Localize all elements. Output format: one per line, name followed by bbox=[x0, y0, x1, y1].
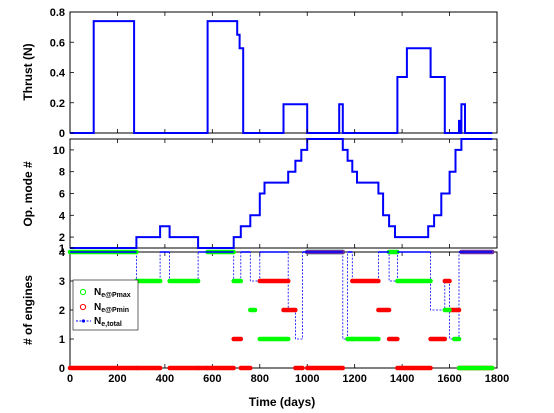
y-tick-label: 2 bbox=[59, 232, 65, 244]
engines-plot: 0 1 2 3 4 0 200 400 600 800 1000 1200 1400 1600 1800 bbox=[59, 247, 509, 385]
y-tick-label: 3 bbox=[59, 276, 65, 288]
y-tick-label: 2 bbox=[59, 305, 65, 317]
y-tick-label: 0.6 bbox=[50, 37, 65, 49]
x-tick-label: 800 bbox=[251, 373, 269, 385]
y-tick-label: 0.2 bbox=[50, 98, 65, 110]
y-tick-label: 10 bbox=[53, 145, 65, 157]
y-tick-label: 4 bbox=[59, 210, 66, 222]
legend-total-marker bbox=[81, 319, 86, 323]
x-tick-label: 1800 bbox=[485, 373, 509, 385]
y-tick-label: 1 bbox=[59, 334, 65, 346]
opmode-ylabel: Op. mode # bbox=[21, 161, 35, 227]
thrust-series-line bbox=[70, 20, 493, 134]
x-tick-label: 200 bbox=[108, 373, 126, 385]
y-tick-label: 4 bbox=[59, 247, 66, 259]
time-xlabel: Time (days) bbox=[249, 395, 315, 409]
engines-ylabel: # of engines bbox=[21, 275, 35, 345]
legend-red-marker bbox=[79, 303, 87, 311]
x-tick-label: 0 bbox=[67, 373, 73, 385]
thrust-plot: 0 0.2 0.4 0.6 0.8 bbox=[50, 7, 498, 140]
legend-green-marker bbox=[79, 288, 87, 296]
legend-entry-total: Ne,total bbox=[94, 316, 122, 328]
x-tick-label: 600 bbox=[203, 373, 221, 385]
x-tick-label: 1000 bbox=[295, 373, 319, 385]
y-tick-label: 0 bbox=[59, 128, 65, 140]
y-tick-label: 0.4 bbox=[50, 68, 66, 80]
x-tick-label: 1600 bbox=[437, 373, 461, 385]
y-tick-label: 0.8 bbox=[50, 7, 65, 19]
engines-legend: Ne@Pmax Ne@Pmin Ne,total bbox=[72, 279, 139, 331]
opmode-series-line bbox=[70, 138, 493, 249]
x-tick-label: 400 bbox=[156, 373, 174, 385]
legend-entry-pmin: Ne@Pmin bbox=[94, 302, 129, 314]
thrust-ylabel: Thrust (N) bbox=[21, 43, 35, 100]
opmode-axes-frame bbox=[69, 138, 498, 249]
y-tick-label: 6 bbox=[59, 189, 65, 201]
opmode-plot: 12 4 6 8 10 bbox=[53, 138, 498, 255]
legend-entry-pmax: Ne@Pmax bbox=[94, 287, 131, 299]
x-tick-label: 1400 bbox=[390, 373, 414, 385]
y-tick-label: 1 bbox=[59, 243, 65, 255]
x-tick-label: 1200 bbox=[342, 373, 366, 385]
y-tick-label: 8 bbox=[59, 167, 65, 179]
y-tick-label: 0 bbox=[59, 363, 65, 375]
